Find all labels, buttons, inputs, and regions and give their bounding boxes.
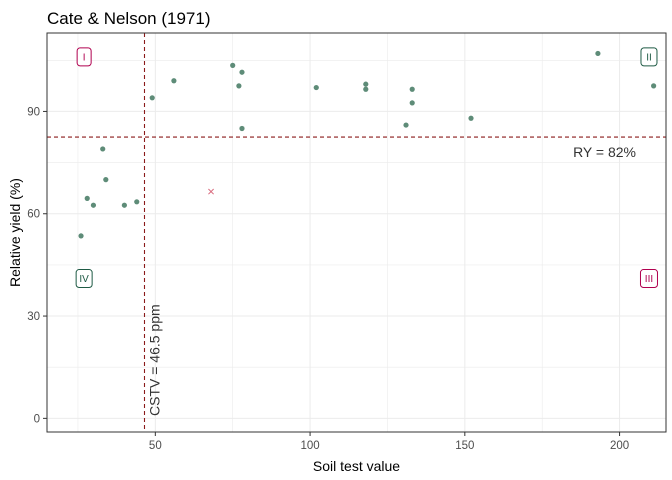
x-axis: 50 100 150 200 [149, 432, 629, 452]
y-axis-title: Relative yield (%) [7, 178, 23, 287]
x-tick-label: 150 [455, 440, 474, 452]
data-point [313, 84, 319, 91]
svg-text:IV: IV [79, 274, 89, 285]
data-point [171, 78, 177, 84]
data-point [363, 86, 369, 92]
data-point [84, 195, 90, 201]
chart-title: Cate & Nelson (1971) [47, 9, 210, 28]
y-tick-label: 60 [27, 209, 40, 221]
x-tick-label: 200 [610, 440, 629, 452]
panel-border [46, 32, 667, 433]
data-point [651, 83, 657, 89]
quadrant-label-iii: III [639, 269, 658, 289]
svg-text:II: II [646, 52, 652, 63]
data-point [409, 100, 415, 106]
data-point [239, 69, 245, 75]
y-tick-label: 0 [34, 413, 40, 425]
svg-text:I: I [83, 52, 86, 63]
y-axis: 0 30 60 90 [27, 106, 47, 425]
data-point [468, 115, 474, 121]
data-point [134, 199, 140, 205]
data-point [230, 62, 236, 68]
outlier-point [208, 188, 214, 195]
quadrant-label-iv: IV [75, 269, 93, 289]
x-tick-label: 50 [149, 440, 162, 452]
data-point [100, 146, 106, 152]
quadrant-label-i: I [76, 47, 92, 67]
data-point [363, 81, 369, 87]
y-tick-label: 30 [27, 311, 40, 323]
data-point [90, 202, 97, 208]
data-point [239, 125, 245, 132]
y-tick-label: 90 [27, 106, 40, 118]
data-points [78, 50, 657, 239]
data-point [403, 122, 409, 128]
data-point [236, 83, 242, 89]
data-point [78, 233, 84, 239]
data-point [409, 86, 415, 92]
data-point [595, 50, 601, 57]
data-point [103, 177, 109, 183]
data-point [149, 95, 155, 101]
cstv-label: CSTV = 46.5 ppm [146, 304, 162, 416]
grid-lines [47, 33, 666, 432]
quadrant-label-ii: II [640, 47, 658, 67]
threshold-lines [47, 33, 666, 432]
x-axis-title: Soil test value [313, 458, 400, 474]
x-tick-label: 100 [300, 440, 319, 452]
ry-threshold-label: RY = 82% [573, 144, 636, 160]
data-point [121, 202, 127, 208]
svg-text:III: III [645, 274, 653, 285]
